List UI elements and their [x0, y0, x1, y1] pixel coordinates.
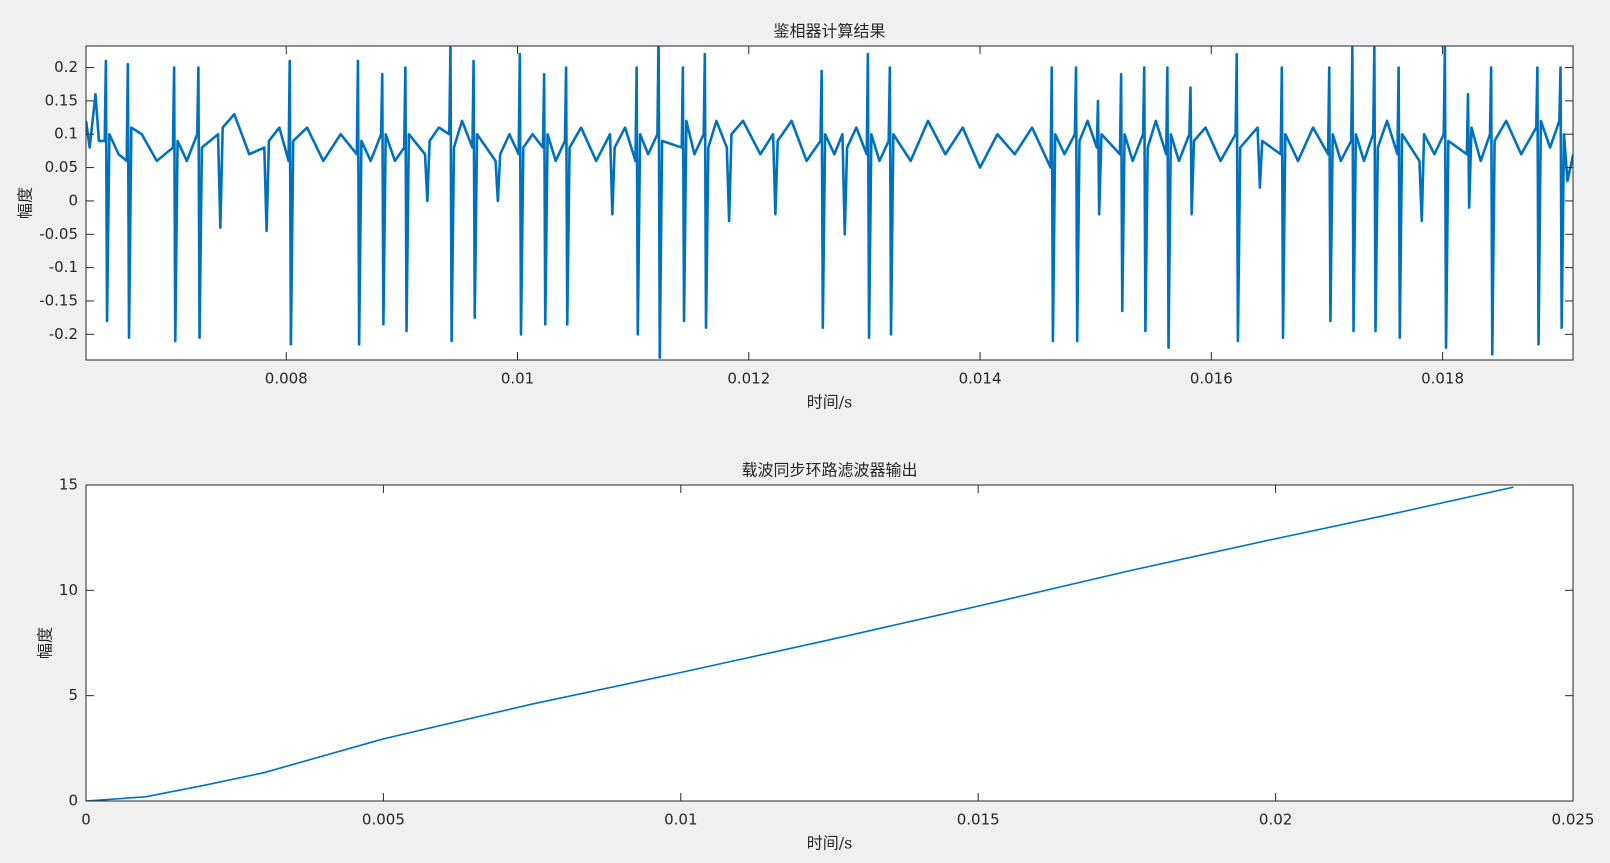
- y-tick-label: 0.05: [45, 158, 78, 176]
- y-tick-label: 15: [59, 476, 78, 494]
- y-tick-label: 0: [68, 792, 78, 810]
- x-tick-label: 0.008: [265, 370, 308, 388]
- x-tick-label: 0.016: [1190, 370, 1233, 388]
- data-line: [86, 486, 1514, 801]
- chart-title: 鉴相器计算结果: [773, 22, 885, 41]
- x-tick-label: 0.015: [957, 811, 1000, 829]
- x-tick-label: 0.014: [959, 370, 1002, 388]
- axes-box: [85, 45, 1574, 361]
- x-tick-label: 0.01: [501, 370, 534, 388]
- plot-area: [86, 46, 1573, 360]
- x-tick-label: 0.025: [1552, 811, 1595, 829]
- x-tick-label: 0.02: [1259, 811, 1292, 829]
- x-axis-label: 时间/s: [807, 834, 853, 853]
- x-tick-label: 0.005: [362, 811, 405, 829]
- data-line: [86, 46, 1573, 359]
- y-tick-label: 5: [68, 686, 78, 704]
- chart-title: 载波同步环路滤波器输出: [741, 461, 917, 480]
- y-tick-label: -0.15: [39, 291, 78, 309]
- y-axis-label: 幅度: [16, 187, 35, 219]
- x-axis-label: 时间/s: [807, 393, 853, 412]
- x-tick-label: 0.012: [727, 370, 770, 388]
- y-tick-label: 0.1: [54, 125, 78, 143]
- y-tick-label: 10: [59, 581, 78, 599]
- x-tick-label: 0: [81, 811, 91, 829]
- axes-box: [85, 484, 1574, 802]
- y-tick-label: -0.05: [39, 225, 78, 243]
- y-tick-label: -0.2: [49, 325, 78, 343]
- y-tick-label: 0.15: [45, 91, 78, 109]
- x-tick-label: 0.01: [664, 811, 697, 829]
- x-tick-label: 0.018: [1421, 370, 1464, 388]
- y-tick-label: 0: [68, 191, 78, 209]
- y-tick-label: 0.2: [54, 58, 78, 76]
- plot-area: [86, 485, 1573, 801]
- y-axis-label: 幅度: [36, 627, 55, 659]
- y-tick-label: -0.1: [49, 258, 78, 276]
